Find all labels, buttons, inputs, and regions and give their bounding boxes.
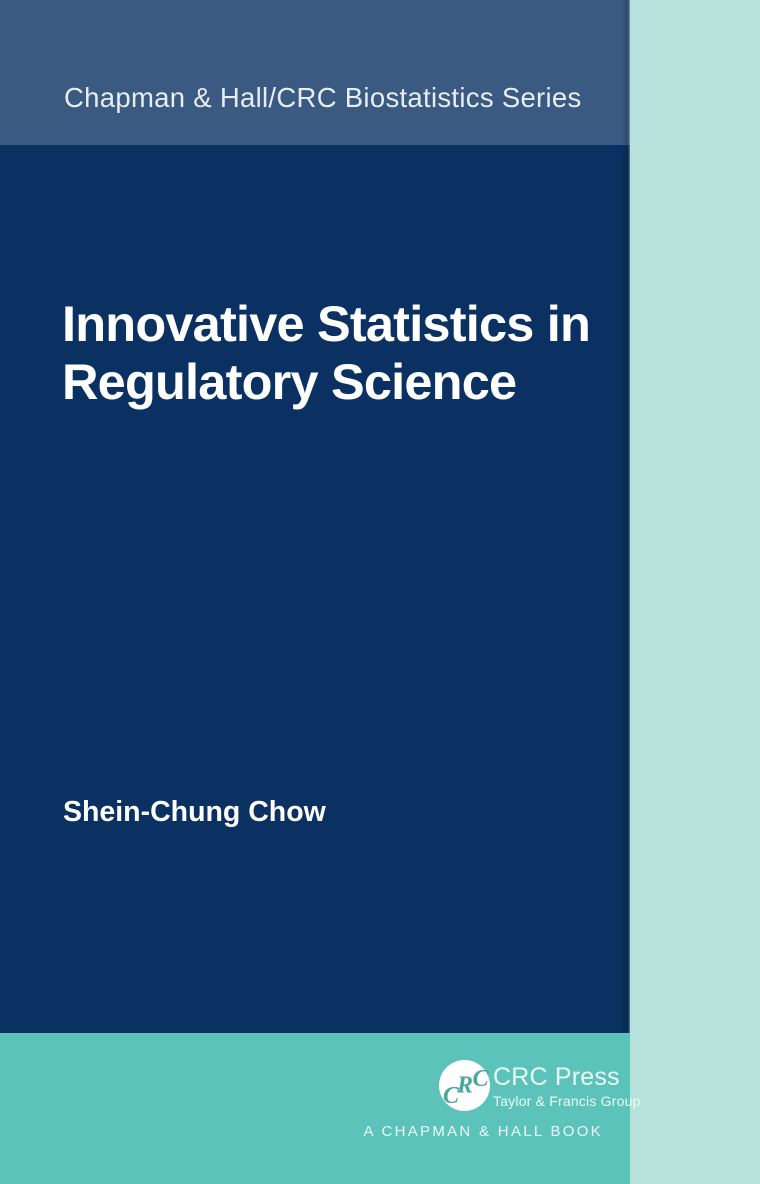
svg-text:C R C: C R C — [443, 1066, 490, 1109]
